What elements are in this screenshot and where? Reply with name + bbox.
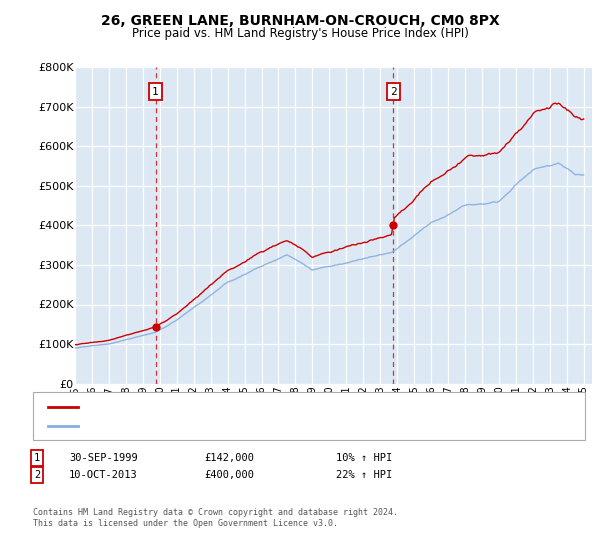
Text: £142,000: £142,000 <box>204 453 254 463</box>
Text: 10-OCT-2013: 10-OCT-2013 <box>69 470 138 480</box>
Text: 1: 1 <box>152 87 159 97</box>
Text: 2: 2 <box>34 470 40 480</box>
Text: 22% ↑ HPI: 22% ↑ HPI <box>336 470 392 480</box>
Text: 26, GREEN LANE, BURNHAM-ON-CROUCH, CM0 8PX: 26, GREEN LANE, BURNHAM-ON-CROUCH, CM0 8… <box>101 14 499 28</box>
Text: Contains HM Land Registry data © Crown copyright and database right 2024.
This d: Contains HM Land Registry data © Crown c… <box>33 508 398 528</box>
Text: HPI: Average price, detached house, Maldon: HPI: Average price, detached house, Mald… <box>84 421 331 431</box>
Text: £400,000: £400,000 <box>204 470 254 480</box>
Text: 1: 1 <box>34 453 40 463</box>
Text: 10% ↑ HPI: 10% ↑ HPI <box>336 453 392 463</box>
Text: 30-SEP-1999: 30-SEP-1999 <box>69 453 138 463</box>
Text: 2: 2 <box>390 87 397 97</box>
Text: 26, GREEN LANE, BURNHAM-ON-CROUCH, CM0 8PX (detached house): 26, GREEN LANE, BURNHAM-ON-CROUCH, CM0 8… <box>84 402 431 412</box>
Text: Price paid vs. HM Land Registry's House Price Index (HPI): Price paid vs. HM Land Registry's House … <box>131 27 469 40</box>
